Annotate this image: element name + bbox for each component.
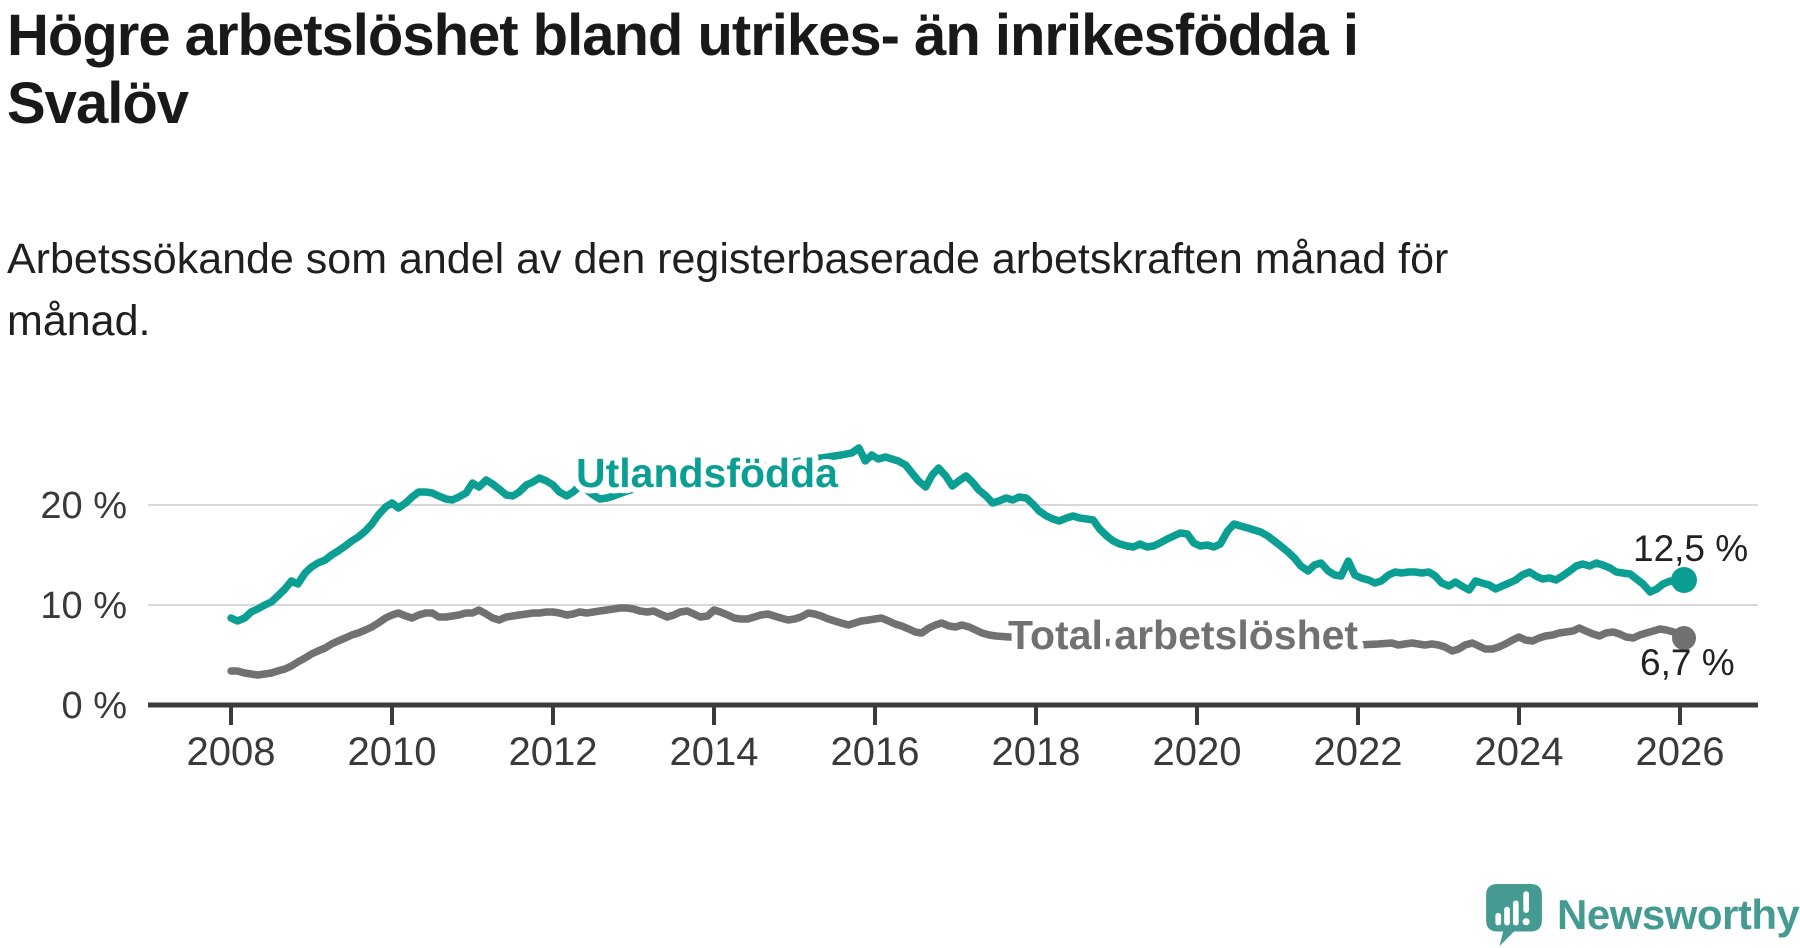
x-axis-label: 2008 [187, 730, 276, 774]
series-label-total: Total arbetslöshet [1008, 612, 1358, 658]
x-axis-label: 2022 [1314, 730, 1403, 774]
page-title: Högre arbetslöshet bland utrikes- än inr… [7, 3, 1359, 136]
newsworthy-logo-text: Newsworthy [1557, 891, 1800, 938]
series-label-utlandsfodda: Utlandsfödda [576, 450, 839, 496]
series-line-utlandsfodda [227, 444, 1688, 625]
x-axis-label: 2024 [1475, 730, 1564, 774]
series-end-value-utlandsfodda: 12,5 % [1633, 528, 1748, 569]
chart-subtitle: Arbetssökande som andel av den registerb… [7, 235, 1449, 345]
series-end-dot-utlandsfodda [1671, 567, 1697, 593]
series-end-value-total: 6,7 % [1640, 642, 1735, 683]
x-axis-label: 2016 [831, 730, 920, 774]
newsworthy-logo-icon [1486, 884, 1542, 946]
series-end-dot-total [1672, 626, 1696, 650]
y-axis-label: 20 % [40, 485, 127, 527]
x-axis-label: 2020 [1153, 730, 1242, 774]
y-axis-label: 10 % [40, 585, 127, 627]
x-axis-label: 2014 [670, 730, 759, 774]
x-axis-label: 2026 [1636, 730, 1725, 774]
newsworthy-logo: Newsworthy [1486, 884, 1800, 946]
x-axis-label: 2012 [509, 730, 598, 774]
x-axis-label: 2010 [348, 730, 437, 774]
x-axis-label: 2018 [992, 730, 1081, 774]
series-line-total [227, 604, 1688, 679]
y-axis-label: 0 % [62, 685, 127, 727]
